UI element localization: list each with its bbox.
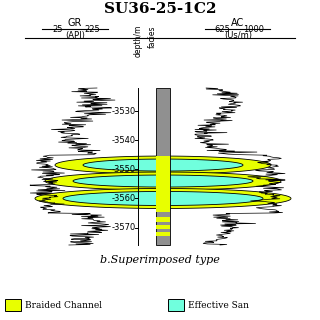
Bar <box>168 299 184 311</box>
Polygon shape <box>35 188 291 209</box>
Bar <box>156 232 170 236</box>
Text: SU36-25-1C2: SU36-25-1C2 <box>104 2 216 16</box>
Text: 1000: 1000 <box>244 25 265 34</box>
Text: Braided Channel: Braided Channel <box>25 300 102 309</box>
Polygon shape <box>83 159 243 171</box>
Text: (Us/m): (Us/m) <box>224 31 252 40</box>
Bar <box>5 299 21 311</box>
Text: -3570: -3570 <box>112 223 136 232</box>
Bar <box>156 88 170 245</box>
Text: depth/m: depth/m <box>133 25 142 57</box>
Text: 625: 625 <box>214 25 230 34</box>
Text: -3540: -3540 <box>112 136 136 145</box>
Bar <box>156 225 170 229</box>
Text: AC: AC <box>231 18 244 28</box>
Bar <box>156 156 170 174</box>
Bar <box>156 217 170 222</box>
Text: (API): (API) <box>65 31 85 40</box>
Polygon shape <box>55 156 271 174</box>
Text: 25: 25 <box>53 25 63 34</box>
Polygon shape <box>73 175 253 187</box>
Text: Effective San: Effective San <box>188 300 249 309</box>
Text: GR: GR <box>68 18 82 28</box>
Text: facies: facies <box>148 25 156 47</box>
Text: 225: 225 <box>84 25 100 34</box>
Text: b.Superimposed type: b.Superimposed type <box>100 255 220 265</box>
Bar <box>156 190 170 212</box>
Text: -3550: -3550 <box>112 165 136 174</box>
Polygon shape <box>45 172 281 190</box>
Polygon shape <box>63 191 263 205</box>
Text: -3530: -3530 <box>112 107 136 116</box>
Text: -3560: -3560 <box>112 194 136 203</box>
Bar <box>156 174 170 190</box>
